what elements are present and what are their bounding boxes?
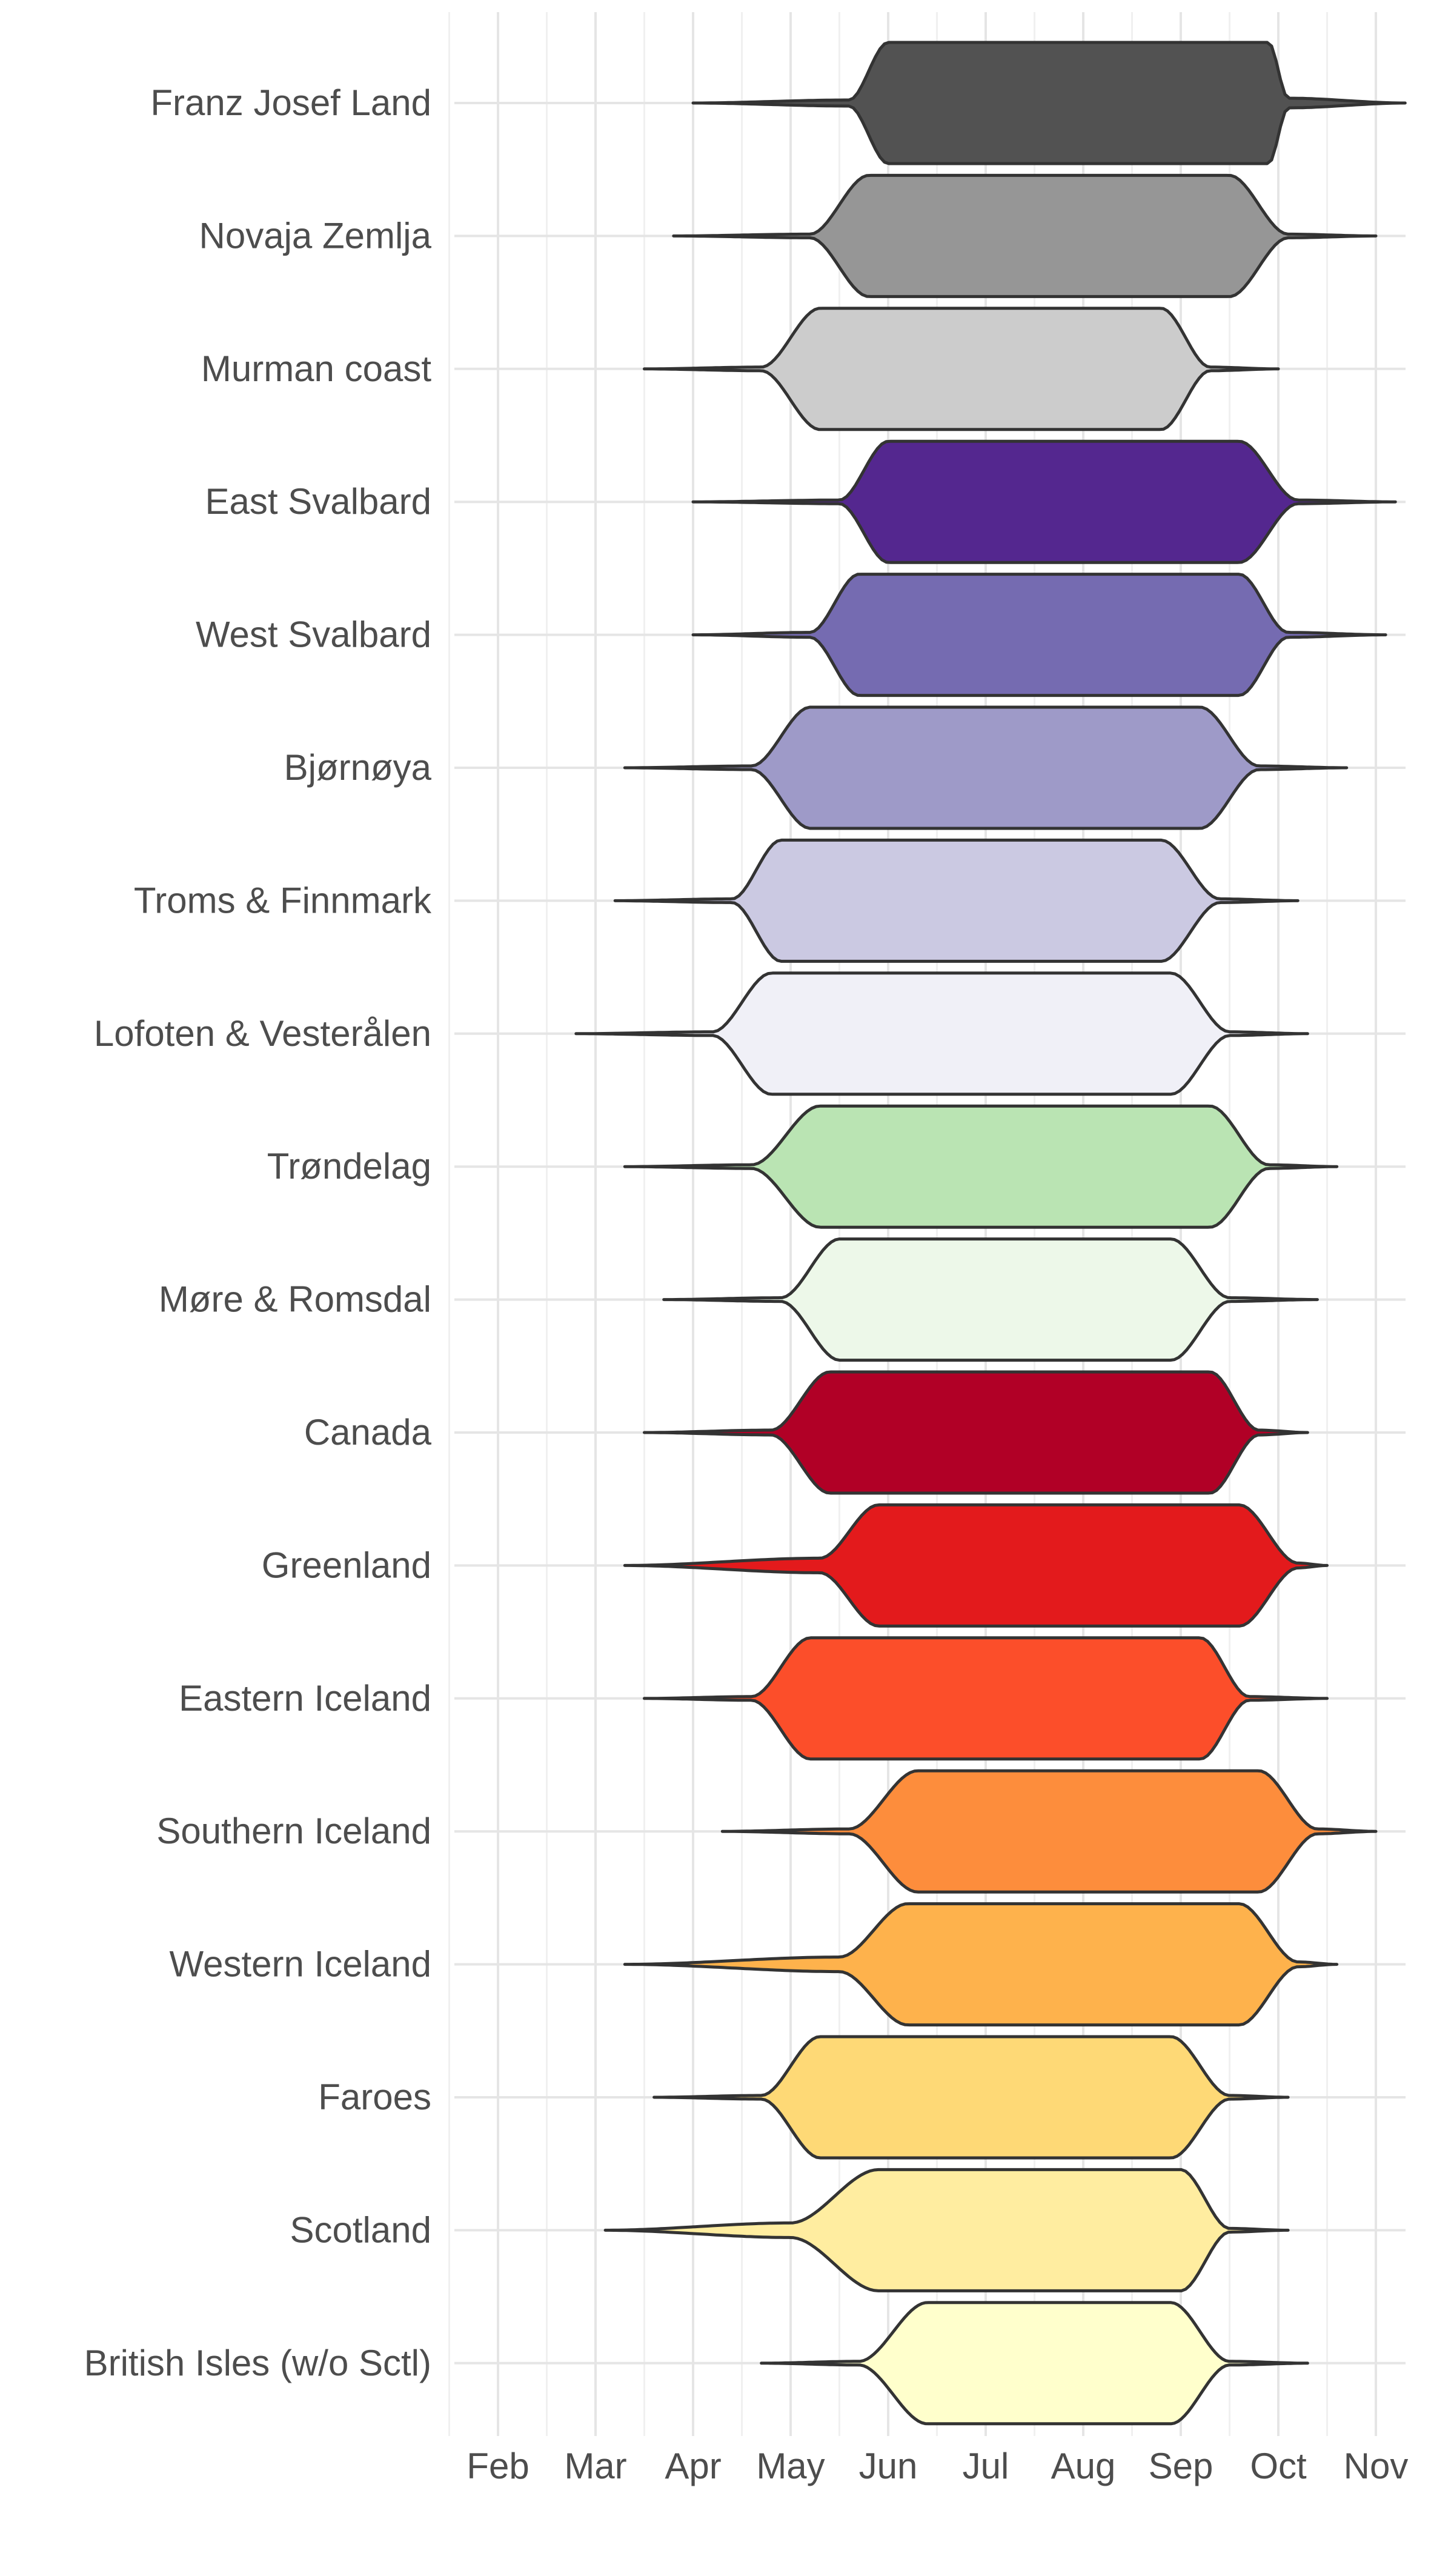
violins bbox=[574, 41, 1407, 2426]
violin-canada bbox=[643, 1370, 1309, 1495]
x-axis-labels: Feb Mar Apr May Jun Jul Aug Sep Oct Nov bbox=[466, 2446, 1408, 2486]
violin-eastern-iceland bbox=[643, 1636, 1329, 1761]
violin-scotland bbox=[603, 2168, 1290, 2292]
violin-greenland bbox=[623, 1503, 1329, 1628]
violin-franz-josef-land bbox=[691, 41, 1407, 165]
y-axis-label: Southern Iceland bbox=[156, 1811, 431, 1851]
y-axis-labels: Franz Josef Land Novaja Zemlja Murman coas… bbox=[84, 82, 432, 2383]
y-axis-label: West Svalbard bbox=[196, 614, 431, 655]
x-axis-tick-label: Apr bbox=[665, 2446, 721, 2486]
y-axis-label: Scotland bbox=[290, 2209, 432, 2250]
x-axis-tick-label: Sep bbox=[1149, 2446, 1214, 2486]
violin-east-svalbard bbox=[691, 439, 1397, 564]
y-axis-label: Lofoten & Vesterålen bbox=[94, 1013, 431, 1054]
y-axis-label: Faroes bbox=[318, 2077, 431, 2117]
y-axis-label: Eastern Iceland bbox=[179, 1678, 431, 1719]
violin-novaja-zemlja bbox=[672, 173, 1378, 298]
x-axis-tick-label: Aug bbox=[1051, 2446, 1116, 2486]
y-axis-label: British Isles (w/o Sctl) bbox=[84, 2343, 431, 2383]
violin-troms-finnmark bbox=[613, 838, 1300, 963]
y-axis-label: Bjørnøya bbox=[284, 747, 432, 788]
violin-m-re-romsdal bbox=[662, 1237, 1319, 1362]
y-axis-label: Franz Josef Land bbox=[150, 82, 431, 123]
x-axis-tick-label: Mar bbox=[564, 2446, 626, 2486]
y-axis-label: Western Iceland bbox=[170, 1944, 431, 1985]
y-axis-label: Møre & Romsdal bbox=[159, 1279, 431, 1320]
violin-west-svalbard bbox=[691, 573, 1387, 697]
x-axis-tick-label: Jun bbox=[859, 2446, 918, 2486]
violin-western-iceland bbox=[623, 1902, 1339, 2027]
y-axis-label: Trøndelag bbox=[267, 1146, 431, 1186]
x-axis-tick-label: Oct bbox=[1250, 2446, 1307, 2486]
violin-southern-iceland bbox=[720, 1769, 1378, 1894]
x-axis-tick-label: Nov bbox=[1344, 2446, 1409, 2486]
violin-faroes bbox=[652, 2035, 1290, 2160]
violin-lofoten-vester-len bbox=[574, 971, 1309, 1096]
y-axis-label: Novaja Zemlja bbox=[199, 215, 432, 256]
violin-murman-coast bbox=[643, 307, 1280, 431]
violin-bj-rn-ya bbox=[623, 705, 1349, 830]
violin-british-isles-w-o-sctl bbox=[760, 2301, 1309, 2426]
y-axis-label: East Svalbard bbox=[205, 481, 431, 522]
y-axis-label: Greenland bbox=[262, 1545, 431, 1585]
y-axis-label: Troms & Finnmark bbox=[134, 880, 432, 920]
violin-tr-ndelag bbox=[623, 1104, 1339, 1229]
x-axis-tick-label: Feb bbox=[466, 2446, 529, 2486]
y-axis-label: Murman coast bbox=[201, 348, 431, 389]
x-axis-tick-label: Jul bbox=[963, 2446, 1009, 2486]
x-axis-tick-label: May bbox=[756, 2446, 825, 2486]
y-axis-label: Canada bbox=[304, 1412, 432, 1453]
